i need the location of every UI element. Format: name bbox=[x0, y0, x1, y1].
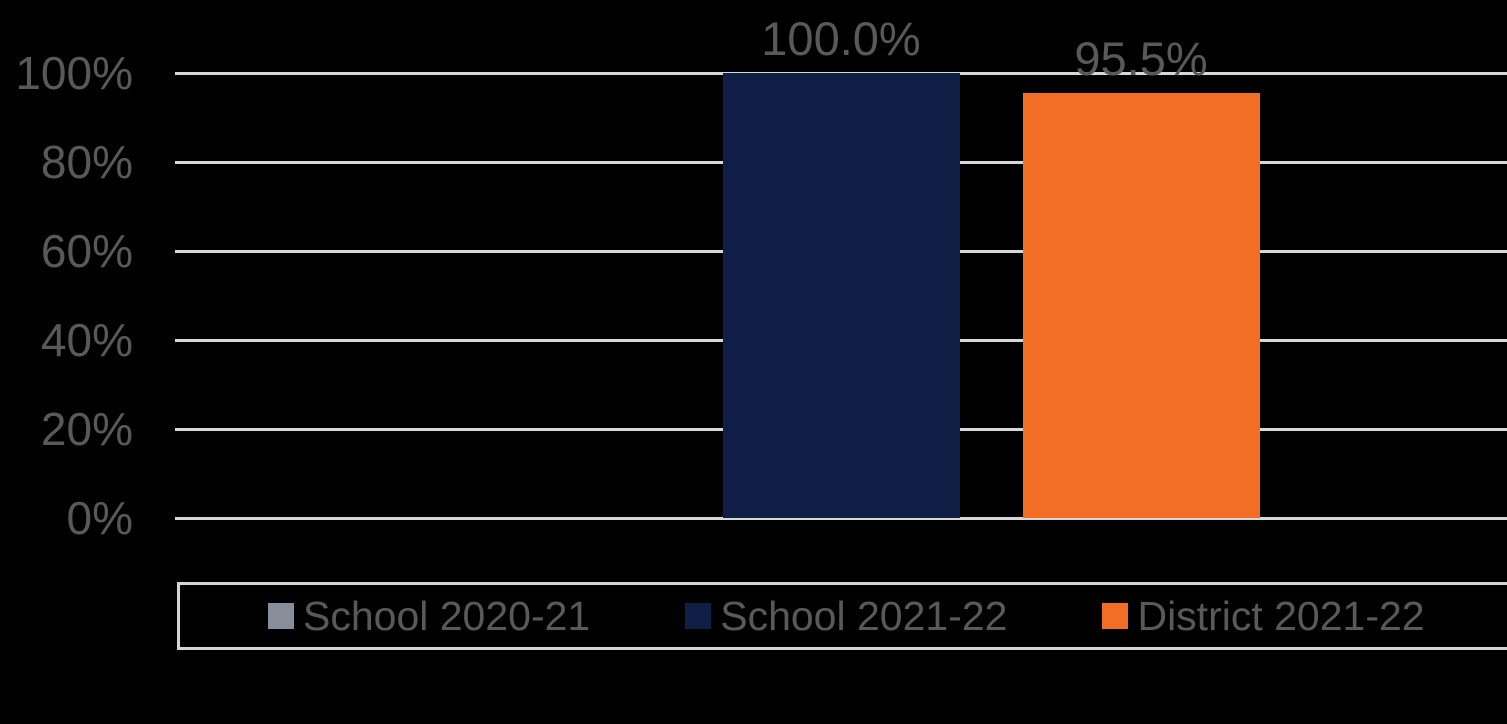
legend-label-district-2021-22: District 2021-22 bbox=[1137, 592, 1425, 639]
y-axis-tick-0: 0% bbox=[66, 492, 133, 544]
legend-item-school-2020-21: School 2020-21 bbox=[268, 593, 590, 640]
y-axis-tick-100: 100% bbox=[15, 47, 133, 99]
legend: School 2020-21 School 2021-22 District 202… bbox=[177, 582, 1507, 650]
plot-area: 0% 20% 40% 60% 80% 100% 100.0% 95.5% bbox=[15, 12, 1507, 544]
data-label-school-2021-22: 100.0% bbox=[761, 12, 921, 65]
bar-district-2021-22 bbox=[1022, 93, 1260, 518]
legend-swatch-school-2020-21 bbox=[268, 603, 294, 629]
legend-label-school-2021-22: School 2021-22 bbox=[720, 592, 1008, 639]
legend-item-district-2021-22: District 2021-22 bbox=[1102, 592, 1425, 640]
y-axis-tick-40: 40% bbox=[40, 314, 133, 366]
legend-swatch-school-2021-22 bbox=[685, 603, 712, 629]
legend-item-school-2021-22: School 2021-22 bbox=[685, 593, 1007, 640]
bar-school-2021-22 bbox=[722, 73, 960, 518]
legend-label-school-2020-21: School 2020-21 bbox=[303, 592, 591, 639]
gridline-0 bbox=[175, 517, 1507, 520]
y-axis-tick-80: 80% bbox=[40, 136, 133, 188]
y-axis-tick-60: 60% bbox=[40, 225, 133, 277]
legend-swatch-district-2021-22 bbox=[1102, 603, 1129, 629]
y-axis-tick-20: 20% bbox=[40, 403, 133, 455]
data-label-district-2021-22: 95.5% bbox=[1074, 32, 1208, 86]
